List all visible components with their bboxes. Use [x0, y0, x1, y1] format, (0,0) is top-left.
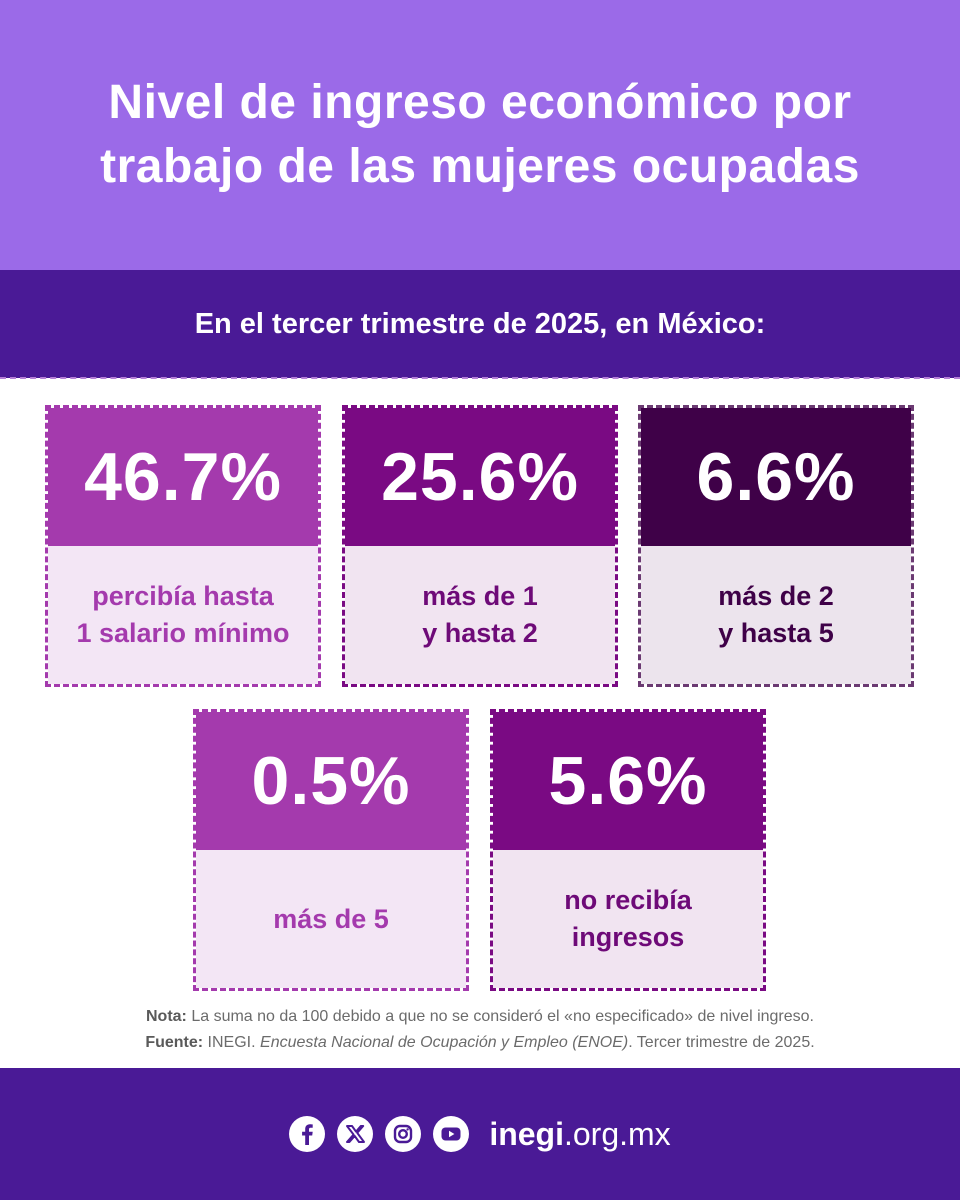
x-icon[interactable]	[337, 1116, 374, 1152]
nota-line: Nota: La suma no da 100 debido a que no …	[0, 1004, 960, 1030]
stat-card-mas-de-5: 0.5% más de 5	[193, 709, 469, 991]
stat-percent: 25.6%	[381, 439, 579, 515]
stat-card-1-a-2: 25.6% más de 1 y hasta 2	[342, 405, 618, 687]
fuente-survey-name: Encuesta Nacional de Ocupación y Empleo …	[260, 1034, 629, 1051]
stat-label: más de 1 y hasta 2	[422, 581, 538, 648]
stat-card-top: 6.6%	[641, 408, 911, 546]
stat-card-bottom: no recibía ingresos	[493, 850, 763, 988]
stat-card-top: 0.5%	[196, 712, 466, 850]
nota-text: La suma no da 100 debido a que no se con…	[186, 1008, 814, 1025]
stat-percent: 5.6%	[548, 743, 708, 819]
stat-percent: 6.6%	[696, 439, 856, 515]
facebook-icon[interactable]	[289, 1116, 326, 1152]
stat-label: más de 5	[273, 903, 389, 934]
stat-label: más de 2 y hasta 5	[718, 581, 834, 648]
stat-card-no-recibia: 5.6% no recibía ingresos	[490, 709, 766, 991]
website-link[interactable]: inegi.org.mx	[489, 1116, 670, 1153]
social-links: inegi.org.mx	[289, 1116, 671, 1153]
youtube-icon[interactable]	[433, 1116, 470, 1152]
subtitle: En el tercer trimestre de 2025, en Méxic…	[194, 307, 766, 340]
site-name-bold: inegi	[489, 1115, 564, 1152]
fuente-line: Fuente: INEGI. Encuesta Nacional de Ocup…	[0, 1030, 960, 1056]
footnotes: Nota: La suma no da 100 debido a que no …	[0, 1004, 960, 1056]
stat-card-2-a-5: 6.6% más de 2 y hasta 5	[638, 405, 914, 687]
header-banner: Nivel de ingreso económico por trabajo d…	[0, 0, 960, 270]
stat-card-bottom: más de 1 y hasta 2	[345, 546, 615, 684]
fuente-text: INEGI.	[203, 1034, 261, 1051]
stat-card-top: 25.6%	[345, 408, 615, 546]
fuente-period: . Tercer trimestre de 2025.	[628, 1034, 815, 1051]
stat-card-hasta-1-salario: 46.7% percibía hasta 1 salario mínimo	[45, 405, 321, 687]
site-domain: .org.mx	[563, 1115, 671, 1152]
fuente-label: Fuente:	[145, 1034, 204, 1051]
stat-card-bottom: más de 2 y hasta 5	[641, 546, 911, 684]
stat-card-bottom: percibía hasta 1 salario mínimo	[48, 546, 318, 684]
stat-card-bottom: más de 5	[196, 850, 466, 988]
nota-label: Nota:	[146, 1008, 187, 1025]
page-title: Nivel de ingreso económico por trabajo d…	[100, 76, 860, 193]
instagram-icon[interactable]	[385, 1116, 422, 1152]
subheader-band: En el tercer trimestre de 2025, en Méxic…	[0, 270, 960, 378]
stat-card-top: 46.7%	[48, 408, 318, 546]
stat-card-top: 5.6%	[493, 712, 763, 850]
footer-band: inegi.org.mx	[0, 1068, 960, 1200]
stat-label: no recibía ingresos	[564, 885, 692, 952]
stat-percent: 0.5%	[251, 743, 411, 819]
dashed-divider	[0, 377, 960, 379]
stat-percent: 46.7%	[84, 439, 282, 515]
stat-label: percibía hasta 1 salario mínimo	[76, 581, 290, 648]
